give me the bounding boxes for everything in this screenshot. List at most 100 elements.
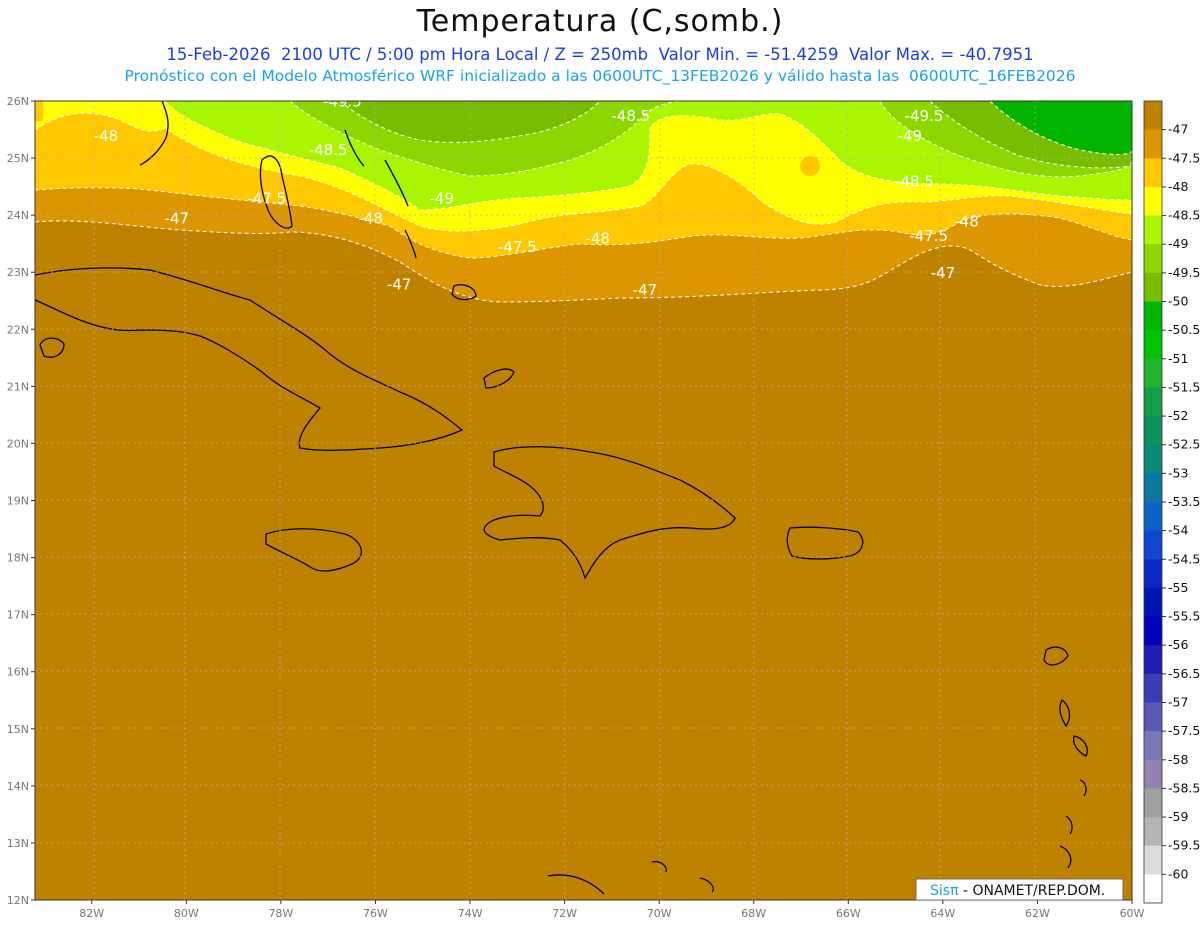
- lat-tick-label: 12N: [7, 894, 29, 907]
- colorbar-swatch: [1144, 244, 1162, 274]
- contour-label: -47.5: [498, 238, 537, 256]
- forecast-time-line: 15-Feb-2026 2100 UTC / 5:00 pm Hora Loca…: [166, 45, 1034, 64]
- contour-label: -48: [585, 230, 610, 248]
- coast-andros: [259, 155, 293, 229]
- lon-tick-label: 62W: [1025, 907, 1050, 920]
- lon-tick-label: 72W: [552, 907, 577, 920]
- lat-tick-label: 24N: [7, 209, 29, 222]
- band-minus-49-5: [340, 101, 600, 143]
- lon-tick-label: 66W: [836, 907, 861, 920]
- contour-label: -47: [387, 275, 412, 293]
- lat-tick-label: 15N: [7, 723, 29, 736]
- coast-guadeloupe: [1043, 646, 1069, 666]
- lat-tick-label: 16N: [7, 666, 29, 679]
- latitude-ticks: 12N 13N 14N 15N 16N 17N 18N 19N 20N 21N 22N 23N 24N 2…: [7, 95, 35, 907]
- cell-minus-48: [800, 156, 820, 176]
- longitude-ticks: 82W 80W 78W 76W 74W 72W 70W 68W 66W 64W 62W 60W: [79, 900, 1145, 920]
- colorbar-label: -57.5: [1168, 723, 1200, 738]
- coast-martinique: [1059, 699, 1071, 728]
- colorbar-label: -53: [1168, 465, 1188, 480]
- contour-label: -49: [898, 127, 923, 145]
- colorbar-swatch: [1144, 502, 1162, 532]
- colorbar-label: -59: [1168, 809, 1188, 824]
- lat-tick-label: 25N: [7, 152, 29, 165]
- credit-text: - ONAMET/REP.DOM.: [959, 883, 1106, 899]
- lat-tick-label: 17N: [7, 609, 29, 622]
- lon-tick-label: 70W: [647, 907, 672, 920]
- contour-label: -47: [165, 210, 190, 228]
- colorbar-swatch: [1144, 759, 1162, 789]
- colorbar-swatch: [1144, 215, 1162, 245]
- colorbar-swatch: [1144, 530, 1162, 560]
- coast-venezuela-coast: [547, 874, 605, 895]
- contour-lines: [35, 101, 1132, 303]
- coast-puerto-rico: [786, 526, 864, 560]
- colorbar-label: -48: [1168, 179, 1188, 194]
- svg-text:Sisπ - ONAMET/REP.DOM.: Sisπ - ONAMET/REP.DOM.: [930, 883, 1105, 899]
- colorbar-swatch: [1144, 616, 1162, 646]
- coast-curacao: [651, 860, 667, 873]
- colorbar-swatch: [1144, 673, 1162, 703]
- colorbar-swatch: [1144, 788, 1162, 818]
- colorbar-label: -60: [1168, 866, 1188, 881]
- contour-label: -48.5: [895, 173, 934, 191]
- lat-tick-label: 26N: [7, 95, 29, 108]
- colorbar-swatch: [1144, 731, 1162, 761]
- lon-tick-label: 82W: [79, 907, 104, 920]
- lat-tick-label: 22N: [7, 323, 29, 336]
- colorbar-swatch: [1144, 358, 1162, 388]
- colorbar-label: -51.5: [1168, 379, 1200, 394]
- contour-label: -48: [358, 210, 383, 228]
- lat-tick-label: 19N: [7, 495, 29, 508]
- colorbar-swatch: [1144, 272, 1162, 302]
- coast-turks: [483, 368, 515, 389]
- colorbar-label: -57: [1168, 695, 1188, 710]
- lon-tick-label: 60W: [1120, 907, 1145, 920]
- lon-tick-label: 80W: [174, 907, 199, 920]
- colorbar-label: -48.5: [1168, 208, 1200, 223]
- band-minus-50-east: [990, 101, 1132, 155]
- contour-label: -47: [633, 281, 658, 299]
- contour-label: -47: [931, 264, 956, 282]
- colorbar-label: -49: [1168, 236, 1188, 251]
- contour-label: -49.5: [323, 93, 362, 111]
- colorbar-label: -58: [1168, 752, 1188, 767]
- lon-tick-label: 74W: [458, 907, 483, 920]
- coast-grenada: [1065, 815, 1073, 835]
- colorbar-label: -54.5: [1168, 551, 1200, 566]
- colorbar-swatch: [1144, 330, 1162, 360]
- colorbar-label: -56: [1168, 637, 1188, 652]
- colorbar-label: -59.5: [1168, 838, 1200, 853]
- credit-brand: Sisπ: [930, 883, 959, 899]
- coast-florida: [139, 101, 169, 166]
- lat-tick-label: 18N: [7, 552, 29, 565]
- colorbar-swatch: [1144, 845, 1162, 875]
- colorbar-label: -56.5: [1168, 666, 1200, 681]
- lon-tick-label: 76W: [363, 907, 388, 920]
- lon-tick-label: 64W: [930, 907, 955, 920]
- lat-tick-label: 23N: [7, 266, 29, 279]
- coast-barbados: [1079, 779, 1087, 797]
- colorbar-label: -53.5: [1168, 494, 1200, 509]
- colorbar-label: -51: [1168, 351, 1188, 366]
- coast-st-lucia: [1072, 735, 1088, 757]
- colorbar-label: -47: [1168, 122, 1188, 137]
- contour-label: -48.5: [611, 107, 650, 125]
- colorbar-swatch: [1144, 587, 1162, 618]
- map-title: Temperatura (C,somb.): [416, 4, 784, 39]
- coast-trinidad: [1059, 845, 1072, 869]
- colorbar-label: -54: [1168, 523, 1188, 538]
- colorbar-swatch: [1144, 129, 1162, 159]
- coast-eleuthera: [344, 129, 365, 167]
- colorbar-label: -49.5: [1168, 265, 1200, 280]
- contour-label: -49.5: [905, 107, 944, 125]
- coast-isla-juventud: [39, 337, 65, 358]
- contour-label: -47.5: [909, 227, 948, 245]
- coastlines: [35, 101, 1088, 895]
- colorbar-label: -47.5: [1168, 150, 1200, 165]
- colorbar-swatch: [1144, 817, 1162, 847]
- lat-tick-label: 20N: [7, 437, 29, 450]
- lat-tick-label: 21N: [7, 380, 29, 393]
- lat-tick-label: 13N: [7, 837, 29, 850]
